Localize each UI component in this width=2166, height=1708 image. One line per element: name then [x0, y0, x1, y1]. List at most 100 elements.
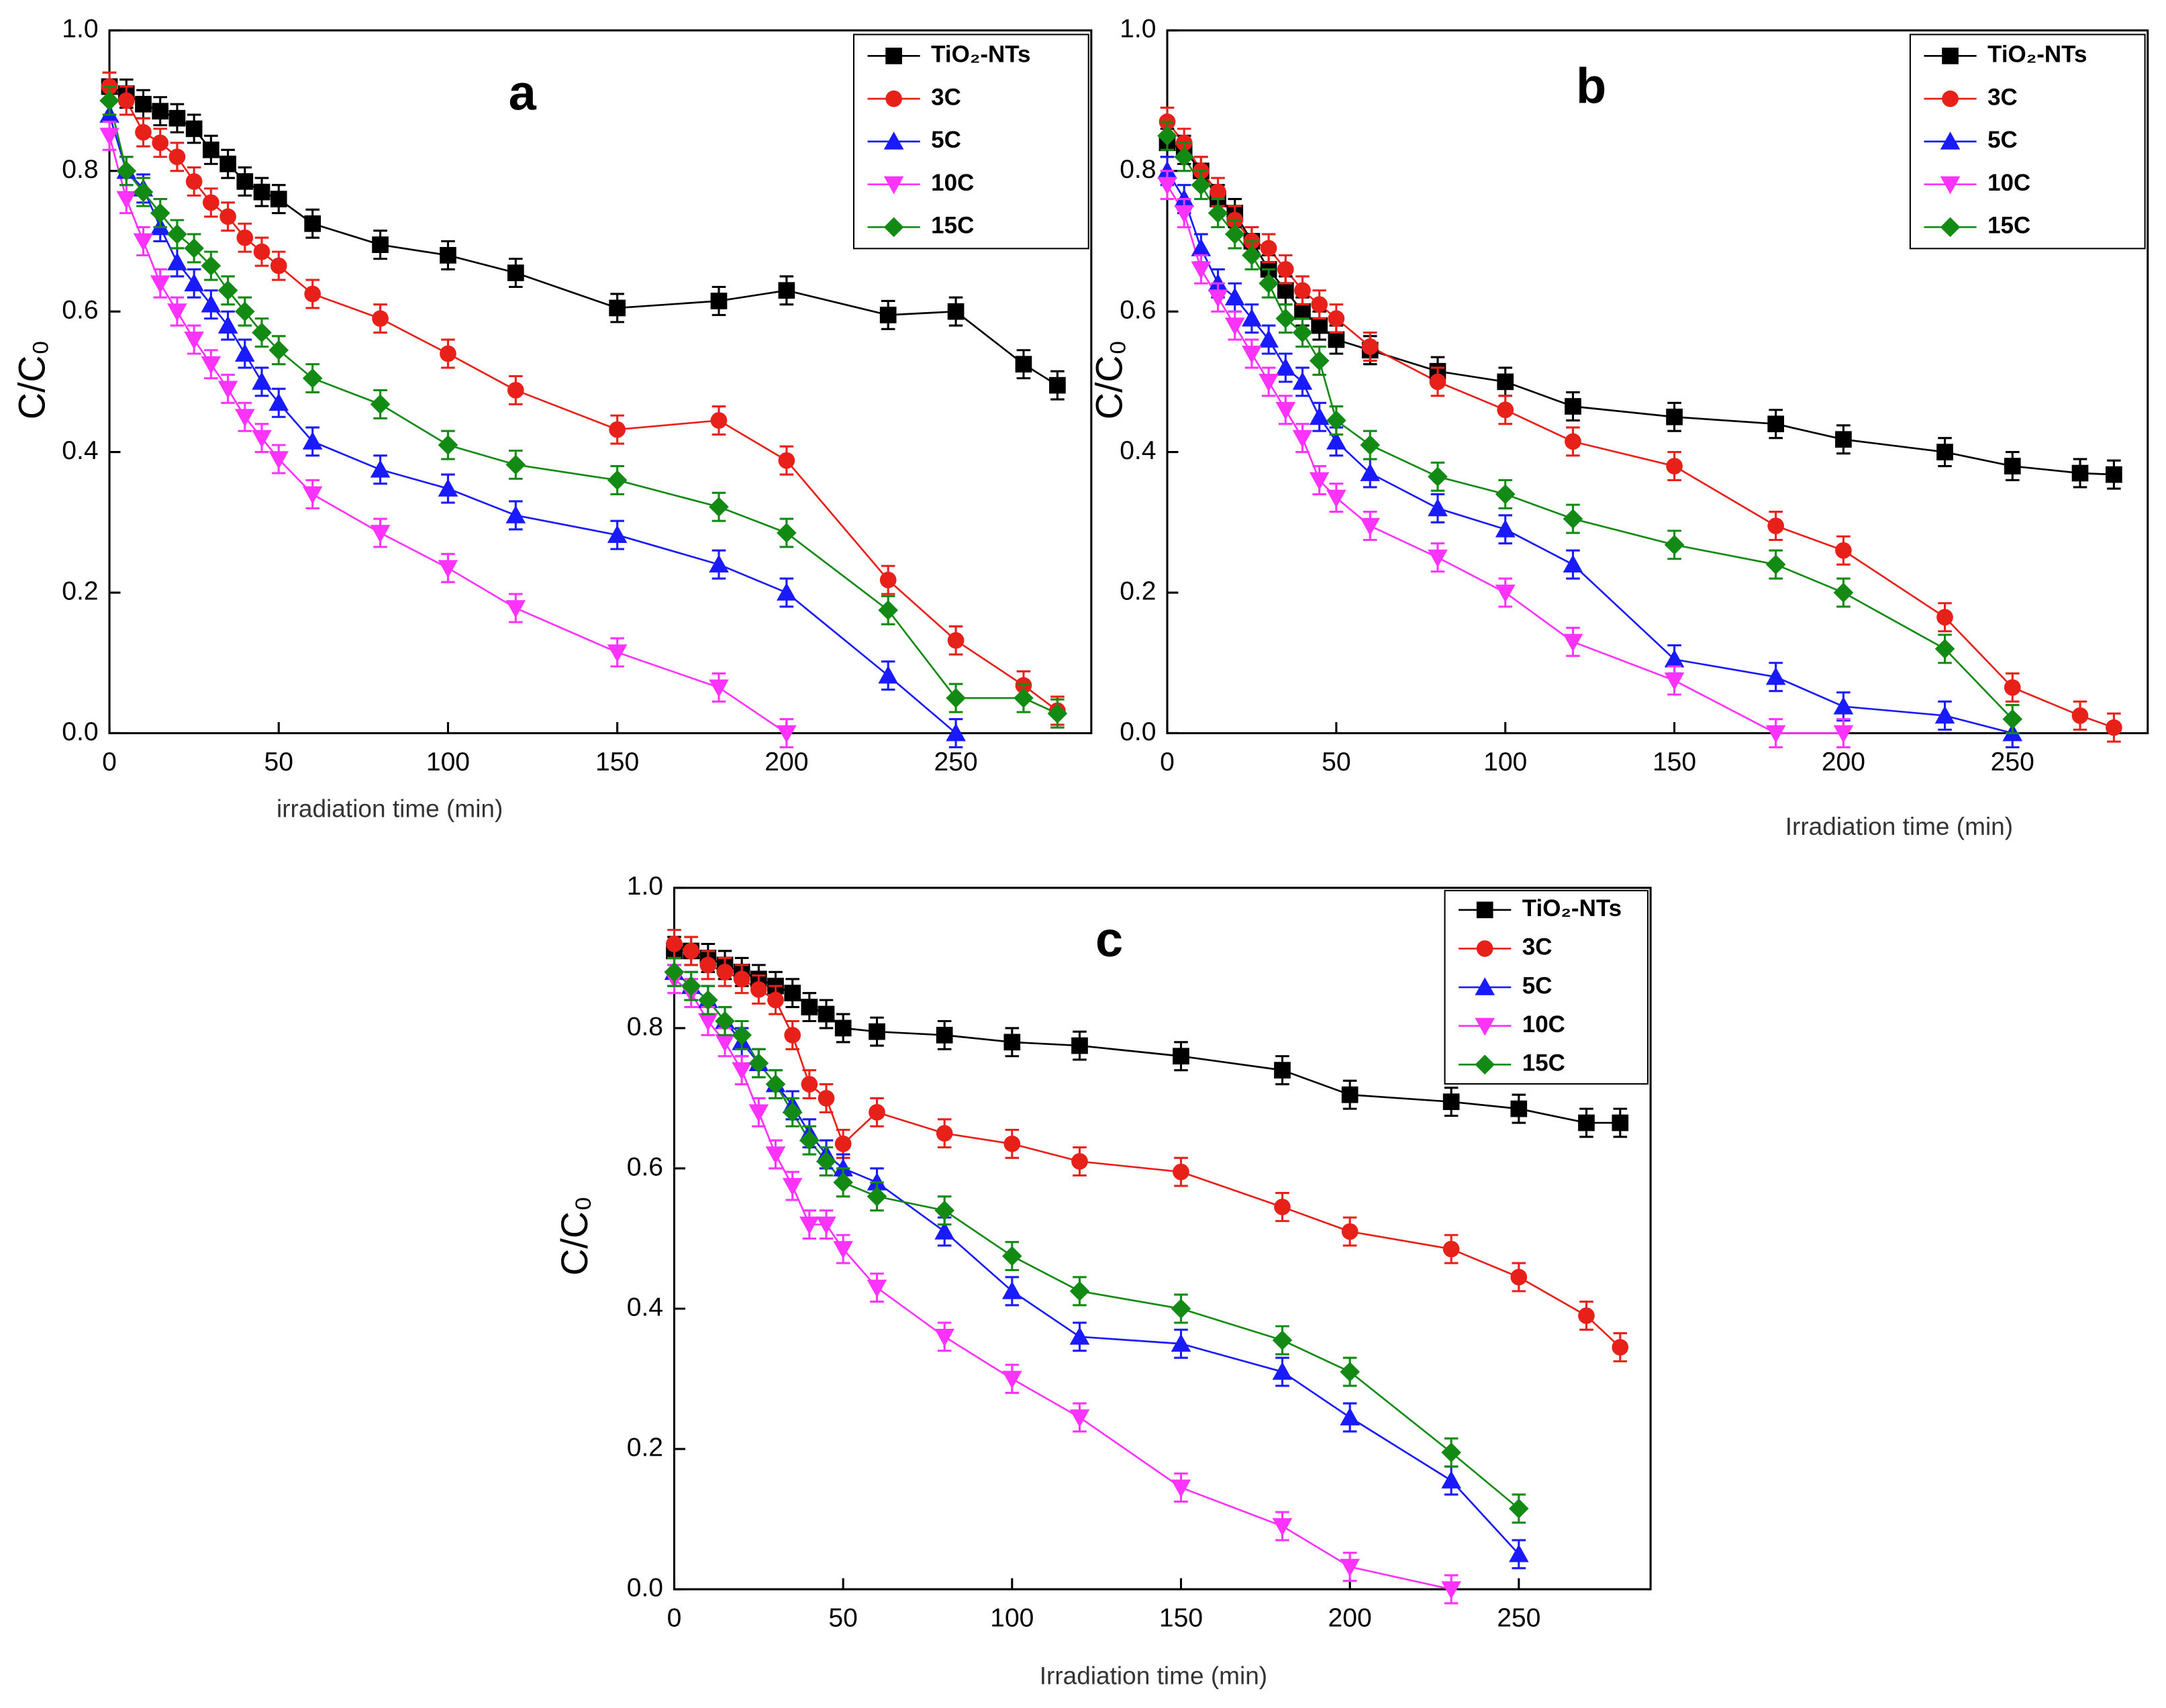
- marker: [1191, 238, 1212, 256]
- marker: [1071, 1037, 1088, 1054]
- marker: [834, 1136, 852, 1152]
- marker: [879, 307, 897, 323]
- y-axis-title: C/C₀: [1088, 340, 1130, 419]
- marker: [801, 1076, 818, 1093]
- marker: [1578, 1114, 1595, 1132]
- marker: [1934, 705, 1955, 724]
- marker: [1612, 1339, 1629, 1356]
- marker: [1328, 331, 1345, 348]
- chart-panel: 0 50 100 150 200 250 0.0 0.2 0.4 0.6 0.8 1.0 b Irradi…: [1088, 15, 2149, 840]
- marker: [1071, 1153, 1088, 1170]
- y-tick-label: 0.8: [627, 1012, 663, 1041]
- marker: [784, 985, 801, 1002]
- marker: [936, 1027, 953, 1044]
- legend-label: 15C: [931, 213, 974, 239]
- marker: [1326, 432, 1346, 450]
- marker: [203, 194, 219, 211]
- marker: [135, 123, 152, 141]
- marker: [778, 282, 795, 299]
- marker: [683, 942, 700, 960]
- x-tick-label: 50: [264, 748, 293, 776]
- marker: [1940, 217, 1961, 238]
- x-tick-label: 200: [1328, 1604, 1372, 1633]
- marker: [715, 1011, 735, 1032]
- marker: [253, 183, 270, 201]
- marker: [607, 525, 628, 544]
- x-axis-title: Irradiation time (min): [1785, 812, 2013, 840]
- chart-panel: 0 50 100 150 200 250 0.0 0.2 0.4 0.6 0.8 1.0 c Irradi…: [554, 872, 1652, 1690]
- marker: [698, 1013, 718, 1032]
- marker: [1833, 696, 1854, 715]
- marker: [1171, 1299, 1191, 1319]
- marker: [252, 372, 272, 390]
- marker: [167, 224, 187, 244]
- marker: [878, 600, 899, 621]
- marker: [219, 208, 236, 225]
- marker: [709, 497, 729, 517]
- marker: [167, 303, 187, 321]
- marker: [1475, 1017, 1495, 1036]
- data-layer: [99, 71, 1068, 748]
- marker: [1311, 317, 1328, 334]
- marker: [1508, 1499, 1529, 1519]
- marker: [1191, 174, 1212, 195]
- marker: [878, 665, 899, 684]
- marker: [778, 452, 795, 469]
- series-line: [1166, 135, 2014, 720]
- marker: [782, 1178, 803, 1196]
- marker: [1441, 1442, 1461, 1463]
- marker: [372, 310, 389, 327]
- legend-label: 10C: [1522, 1011, 1565, 1038]
- marker: [116, 160, 137, 181]
- marker: [607, 644, 628, 662]
- marker: [664, 962, 685, 983]
- marker: [1174, 205, 1194, 223]
- marker: [217, 315, 238, 334]
- marker: [750, 981, 767, 998]
- marker: [869, 1023, 885, 1040]
- panel-label: c: [1095, 911, 1123, 967]
- y-tick-label: 0.8: [1120, 155, 1156, 184]
- marker: [219, 155, 236, 172]
- legend-label: 5C: [931, 127, 961, 153]
- marker: [1360, 463, 1381, 481]
- marker: [507, 264, 524, 281]
- marker: [184, 332, 204, 350]
- marker: [1442, 1240, 1460, 1258]
- x-tick-label: 150: [1159, 1604, 1203, 1633]
- marker: [440, 345, 456, 362]
- marker: [869, 1104, 885, 1121]
- marker: [732, 1062, 752, 1081]
- marker: [1210, 183, 1226, 201]
- marker: [1047, 703, 1068, 723]
- marker: [1340, 1362, 1360, 1382]
- marker: [185, 173, 203, 190]
- marker: [1277, 282, 1294, 299]
- marker: [370, 459, 391, 478]
- marker: [816, 1216, 836, 1235]
- marker: [879, 571, 897, 589]
- marker: [1311, 296, 1328, 313]
- marker: [782, 1102, 803, 1123]
- marker: [1002, 1246, 1022, 1266]
- series-line: [1166, 121, 2114, 729]
- x-axis-title: Irradiation time (min): [1040, 1662, 1267, 1690]
- marker: [733, 970, 750, 988]
- marker: [440, 247, 456, 264]
- marker: [1242, 245, 1262, 266]
- legend-label: 10C: [1987, 170, 2030, 196]
- y-tick-label: 0.2: [627, 1433, 663, 1462]
- marker: [885, 90, 902, 107]
- marker: [268, 451, 289, 469]
- marker: [709, 554, 729, 572]
- marker: [1475, 1054, 1495, 1075]
- marker: [867, 1279, 887, 1298]
- data-layer: [664, 929, 1629, 1605]
- marker: [1361, 338, 1379, 355]
- marker: [184, 238, 204, 258]
- marker: [883, 132, 904, 150]
- marker: [117, 92, 135, 109]
- marker: [1664, 672, 1685, 691]
- marker: [666, 936, 683, 952]
- marker: [167, 252, 187, 270]
